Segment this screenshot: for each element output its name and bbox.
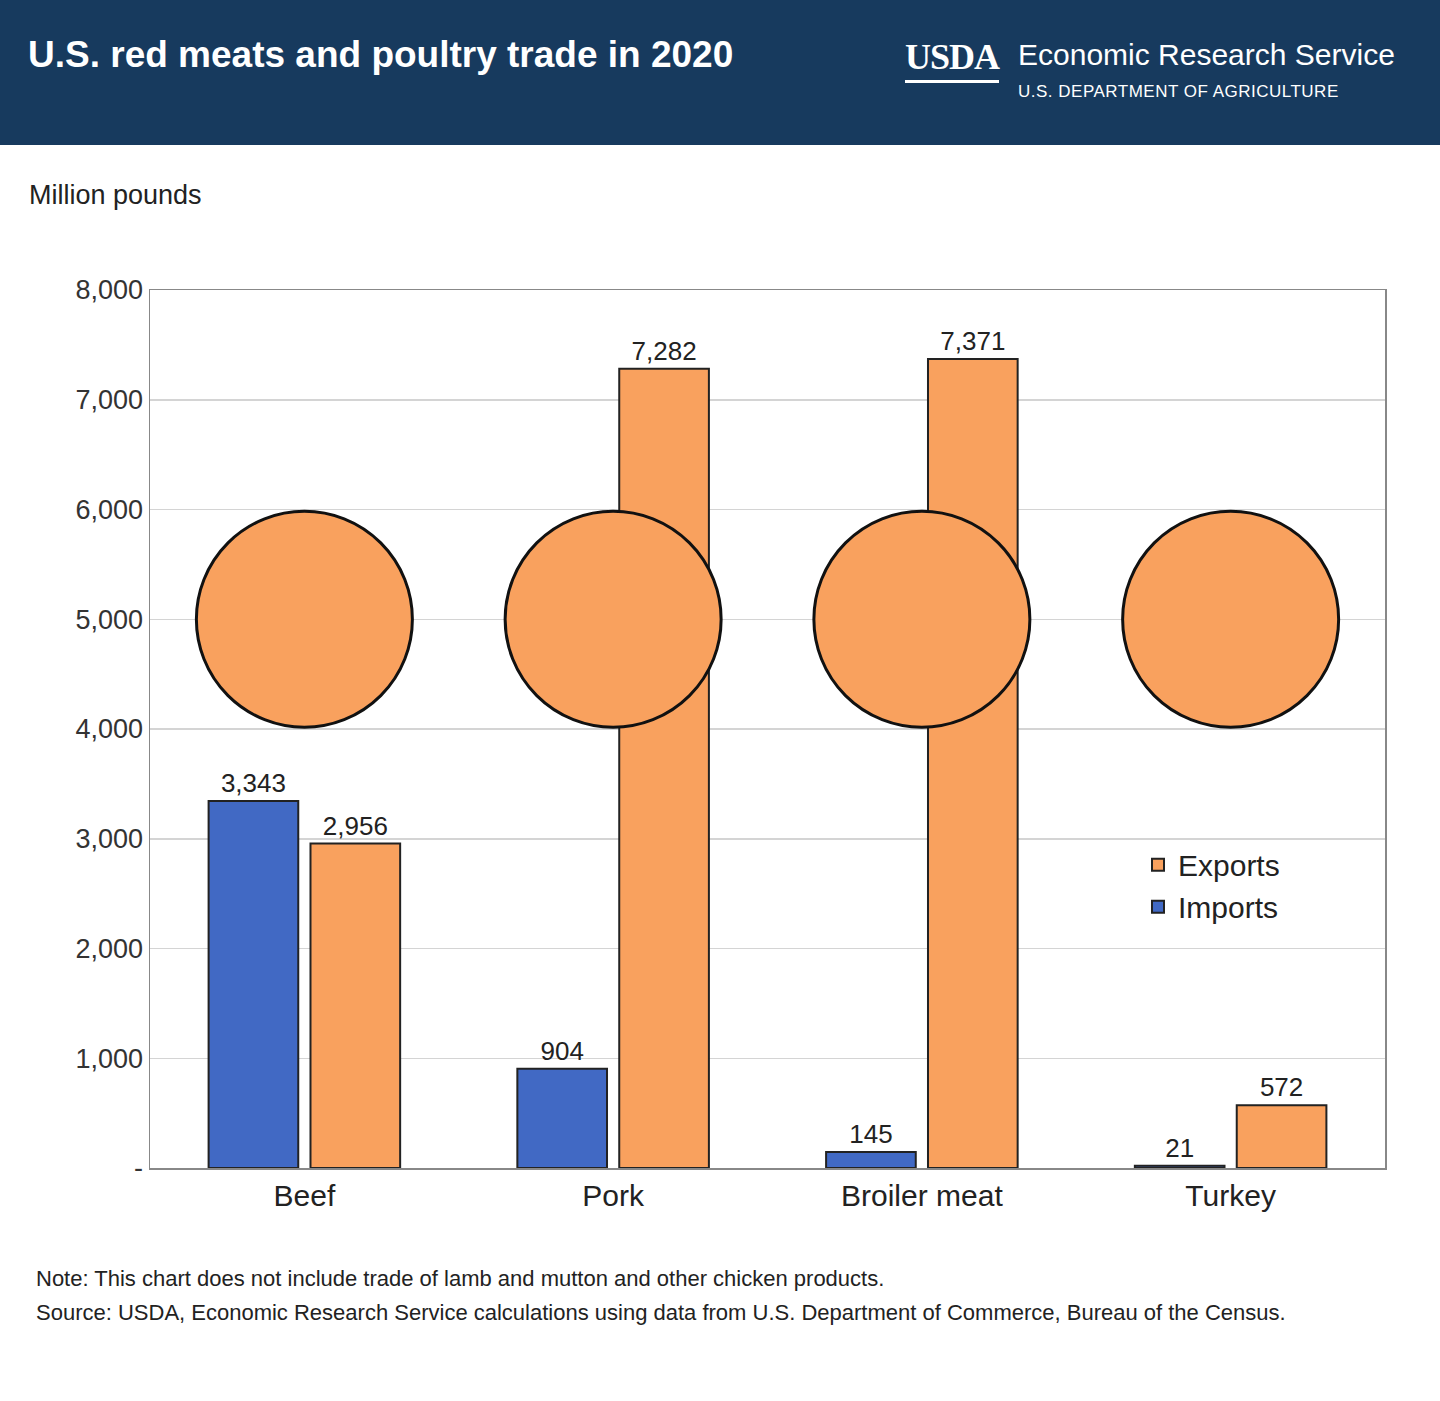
- svg-text:3,343: 3,343: [221, 768, 286, 798]
- svg-text:Turkey: Turkey: [1185, 1179, 1276, 1212]
- html-text:U.S. DEPARTMENT OF AGRICULTURE: U.S. DEPARTMENT OF AGRICULTURE: [1018, 82, 1339, 101]
- svg-text:-: -: [134, 1153, 143, 1183]
- svg-text:Pork: Pork: [582, 1179, 645, 1212]
- html-text:Economic Research Service: Economic Research Service: [1018, 38, 1395, 71]
- svg-text:Imports: Imports: [1178, 891, 1278, 924]
- svg-text:7,282: 7,282: [632, 336, 697, 366]
- svg-text:2,956: 2,956: [323, 811, 388, 841]
- svg-text:8,000: 8,000: [76, 275, 144, 305]
- svg-text:Exports: Exports: [1178, 849, 1280, 882]
- svg-text:904: 904: [540, 1036, 583, 1066]
- svg-text:5,000: 5,000: [76, 605, 144, 635]
- svg-text:145: 145: [849, 1119, 892, 1149]
- svg-text:3,000: 3,000: [76, 824, 144, 854]
- html-text:Source: USDA, Economic Researc: Source: USDA, Economic Research Service …: [36, 1300, 1286, 1325]
- html-text:Note: This chart does not incl: Note: This chart does not include trade …: [36, 1266, 885, 1291]
- html-text:U.S. red meats and poultry tra: U.S. red meats and poultry trade in 2020: [28, 34, 734, 75]
- svg-text:7,371: 7,371: [940, 326, 1005, 356]
- svg-text:1,000: 1,000: [76, 1044, 144, 1074]
- svg-text:Beef: Beef: [274, 1179, 336, 1212]
- svg-text:Million pounds: Million pounds: [29, 180, 202, 210]
- svg-text:7,000: 7,000: [76, 385, 144, 415]
- svg-text:Broiler meat: Broiler meat: [841, 1179, 1003, 1212]
- svg-text:2,000: 2,000: [76, 934, 144, 964]
- svg-text:6,000: 6,000: [76, 495, 144, 525]
- svg-text:572: 572: [1260, 1072, 1303, 1102]
- svg-text:4,000: 4,000: [76, 714, 144, 744]
- html-text:USDA: USDA: [905, 37, 999, 77]
- svg-text:21: 21: [1165, 1133, 1194, 1163]
